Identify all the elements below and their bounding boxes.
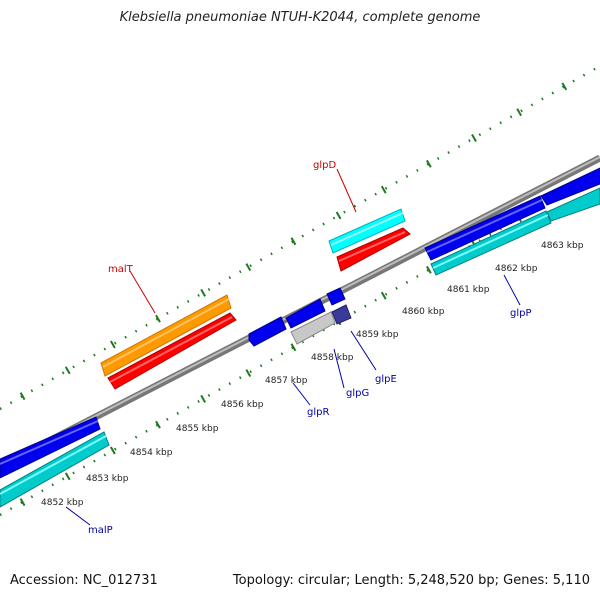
scale-label: 4861 kbp: [447, 285, 490, 295]
major-tick: [110, 340, 116, 349]
major-tick: [380, 291, 387, 300]
map-title: Klebsiella pneumoniae NTUH-K2044, comple…: [119, 10, 481, 25]
major-tick: [245, 263, 252, 272]
feature-malP-gene[interactable]: [0, 416, 101, 479]
feature-glpE-cds[interactable]: [331, 304, 352, 325]
leader-glpP: [503, 274, 521, 306]
major-tick: [426, 159, 432, 168]
accession-text: Accession: NC_012731: [10, 573, 158, 588]
feature-glpG-cds[interactable]: [290, 311, 336, 345]
feature-malT-cds[interactable]: [107, 312, 237, 390]
feature-malT-forward[interactable]: [100, 294, 232, 377]
feature-next-cds[interactable]: [546, 187, 600, 222]
major-tick: [471, 134, 477, 142]
leader-glpG: [333, 348, 345, 389]
feature-glpP-gene[interactable]: [424, 195, 546, 261]
major-tick: [335, 211, 342, 220]
scale-label: 4862 kbp: [495, 264, 538, 274]
leader-malP: [65, 506, 91, 526]
major-tick: [516, 108, 523, 117]
major-tick: [290, 237, 297, 246]
major-tick: [155, 314, 161, 323]
major-tick: [245, 369, 252, 378]
major-tick: [380, 185, 387, 194]
major-tick: [290, 343, 297, 352]
outer-major-ticks: [19, 82, 568, 401]
major-tick: [64, 366, 71, 375]
scale-label: 4863 kbp: [541, 241, 584, 251]
scale-label: 4859 kbp: [356, 330, 399, 340]
gene-label-glpR: glpR: [307, 407, 329, 418]
feature-glpR-gene[interactable]: [248, 316, 287, 347]
major-tick: [200, 394, 207, 403]
feature-glpD-cds[interactable]: [336, 227, 411, 272]
major-tick: [19, 498, 26, 507]
gene-label-malT: malT: [108, 264, 134, 275]
major-tick: [561, 82, 568, 91]
feature-next-gene[interactable]: [540, 167, 600, 206]
scale-label: 4860 kbp: [402, 307, 445, 317]
leader-glpE: [350, 330, 377, 371]
major-tick: [200, 288, 207, 297]
major-tick: [110, 446, 116, 455]
gene-label-glpP: glpP: [510, 308, 532, 319]
scale-label: 4856 kbp: [221, 400, 264, 410]
scale-label: 4852 kbp: [41, 498, 84, 508]
scale-label: 4853 kbp: [86, 474, 129, 484]
genome-summary-text: Topology: circular; Length: 5,248,520 bp…: [232, 573, 590, 588]
major-tick: [426, 265, 432, 274]
inner-major-ticks: [19, 188, 568, 507]
major-tick: [19, 392, 26, 401]
leader-glpR: [292, 382, 311, 406]
major-tick: [64, 472, 71, 481]
gene-label-glpG: glpG: [346, 388, 369, 399]
feature-glpE-gene[interactable]: [326, 287, 346, 306]
scale-label: 4857 kbp: [265, 376, 308, 386]
feature-glpG-gene[interactable]: [285, 298, 326, 329]
leader-glpD: [336, 168, 357, 213]
scale-label: 4854 kbp: [130, 448, 173, 458]
gene-label-glpD: glpD: [313, 160, 336, 171]
scale-label: 4855 kbp: [176, 424, 219, 434]
leader-malT: [129, 270, 156, 314]
feature-malP-cds[interactable]: [0, 431, 110, 508]
major-tick: [155, 420, 161, 429]
feature-glpD-gene[interactable]: [328, 208, 406, 254]
scale-label: 4858 kbp: [311, 353, 354, 363]
gene-label-malP: malP: [88, 525, 113, 536]
feature-glpP-cds[interactable]: [430, 210, 552, 276]
gene-label-glpE: glpE: [375, 374, 397, 385]
